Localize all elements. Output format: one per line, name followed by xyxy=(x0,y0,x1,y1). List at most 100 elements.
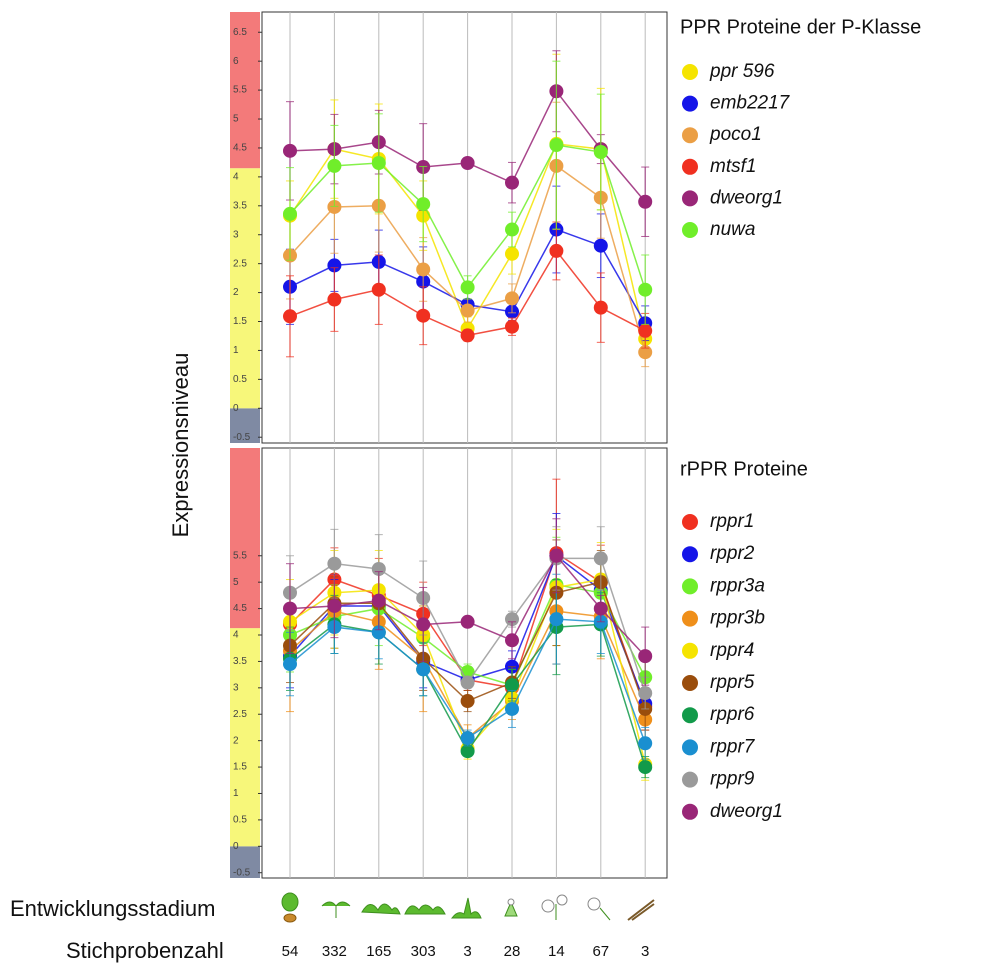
y-tick-label: 1 xyxy=(233,345,239,356)
plot-area xyxy=(261,11,668,444)
y-tick-label: 6 xyxy=(233,56,239,67)
data-point xyxy=(460,280,475,295)
y-tick-label: 2 xyxy=(233,287,239,298)
series xyxy=(283,60,653,325)
y-tick-label: 2 xyxy=(233,735,239,746)
data-point xyxy=(460,155,475,170)
sample-count: 54 xyxy=(282,943,299,960)
data-point xyxy=(460,614,475,629)
y-tick-label: 3 xyxy=(233,229,239,240)
data-point xyxy=(283,601,297,616)
legend-marker xyxy=(682,707,698,724)
data-point xyxy=(283,309,297,324)
data-point xyxy=(505,678,519,693)
legend-marker xyxy=(682,127,698,144)
legend-label: rppr4 xyxy=(710,640,754,661)
panel-title: PPR Proteine der P-Klasse xyxy=(680,16,921,38)
stage-label: Entwicklungsstadium xyxy=(10,896,215,921)
data-point xyxy=(505,701,519,716)
data-point xyxy=(505,633,519,648)
legend-label: rppr1 xyxy=(710,511,754,532)
data-point xyxy=(638,282,653,297)
data-point xyxy=(638,686,653,701)
series xyxy=(283,518,653,686)
legend-marker xyxy=(682,803,698,820)
y-tick-label: 1 xyxy=(233,788,239,799)
data-point xyxy=(505,291,519,306)
data-point xyxy=(460,328,475,343)
y-tick-label: 5 xyxy=(233,114,239,125)
legend-marker xyxy=(682,514,698,530)
data-point xyxy=(327,292,342,307)
legend-marker xyxy=(682,95,698,112)
data-point xyxy=(549,612,564,627)
sample-count: 3 xyxy=(463,943,471,960)
legend-label: rppr9 xyxy=(710,769,755,790)
data-point xyxy=(505,319,519,334)
y-tick-label: 0.5 xyxy=(233,374,247,385)
legend-marker xyxy=(682,771,698,788)
y-tick-label: 2.5 xyxy=(233,258,247,269)
color-band xyxy=(230,12,260,169)
sample-count: 3 xyxy=(641,943,649,960)
data-point xyxy=(371,561,386,576)
color-band xyxy=(230,168,260,409)
y-tick-label: 4 xyxy=(233,630,239,641)
legend-marker xyxy=(682,675,698,691)
legend-marker xyxy=(682,222,698,238)
data-point xyxy=(283,143,297,158)
legend-marker xyxy=(682,642,698,659)
legend-label: emb2217 xyxy=(710,93,791,114)
data-point xyxy=(505,612,519,627)
data-point xyxy=(638,194,653,209)
sample-count: 67 xyxy=(592,943,609,960)
legend-label: nuwa xyxy=(710,219,755,240)
data-point xyxy=(549,243,564,258)
data-point xyxy=(416,197,431,212)
sample-count: 14 xyxy=(548,943,565,960)
series xyxy=(283,573,653,760)
data-point xyxy=(593,551,608,566)
data-point xyxy=(283,206,297,221)
color-band xyxy=(230,846,260,878)
legend-marker xyxy=(682,610,698,627)
sample-count: 28 xyxy=(504,943,521,960)
data-point xyxy=(638,345,653,360)
color-band xyxy=(230,448,260,629)
legend-marker xyxy=(682,578,698,595)
data-point xyxy=(416,617,431,632)
y-tick-label: 6.5 xyxy=(233,27,247,38)
y-tick-label: 0.5 xyxy=(233,815,247,826)
data-point xyxy=(371,155,386,170)
y-tick-label: 4.5 xyxy=(233,603,247,614)
data-point xyxy=(416,262,431,277)
legend-label: mtsf1 xyxy=(710,156,756,177)
y-tick-label: -0.5 xyxy=(233,432,251,443)
sample-count: 303 xyxy=(411,943,436,960)
stage-icons xyxy=(281,892,655,923)
y-tick-label: 3 xyxy=(233,682,239,693)
legend-label: rppr2 xyxy=(710,543,755,564)
data-point xyxy=(593,145,608,160)
legend-marker xyxy=(682,739,698,756)
legend-label: rppr5 xyxy=(710,672,755,693)
data-point xyxy=(416,662,431,677)
data-point xyxy=(549,548,564,563)
data-point xyxy=(416,308,431,323)
sample-count: 332 xyxy=(322,943,347,960)
data-point xyxy=(371,625,386,640)
legend-marker xyxy=(682,190,698,207)
sample-label: Stichprobenzahl xyxy=(66,938,224,963)
y-tick-label: 1.5 xyxy=(233,316,247,327)
y-tick-label: 0 xyxy=(233,841,239,852)
sample-count: 165 xyxy=(366,943,391,960)
data-point xyxy=(505,222,519,237)
y-tick-label: 5.5 xyxy=(233,550,247,561)
data-point xyxy=(460,694,475,709)
data-point xyxy=(327,158,342,173)
data-point xyxy=(327,556,342,571)
legend-marker xyxy=(682,64,698,80)
data-point xyxy=(549,138,564,153)
y-tick-label: 5 xyxy=(233,577,239,588)
